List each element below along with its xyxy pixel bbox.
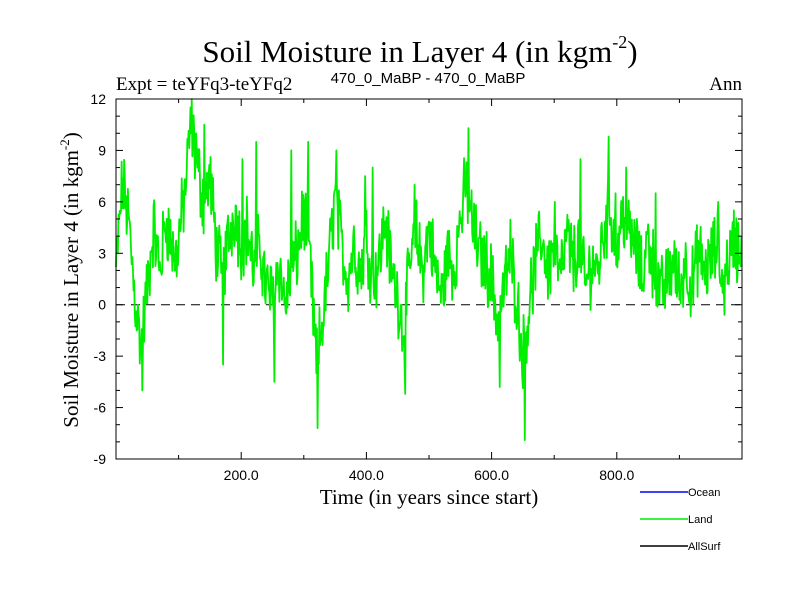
legend-item-land-label: Land <box>688 514 712 526</box>
y-tick-label: 0 <box>98 297 106 313</box>
y-axis-label: Soil Moisture in Layer 4 (in kgm-2) <box>57 132 83 427</box>
plot-frame <box>115 98 743 460</box>
x-tick-label: 200.0 <box>224 467 259 483</box>
y-tick-label: 12 <box>90 91 106 107</box>
series-layer <box>115 98 743 442</box>
y-tick-label: -3 <box>94 348 107 364</box>
chart-title-group: Soil Moisture in Layer 4 (in kgm-2) <box>202 32 637 69</box>
subtitle-period: 470_0_MaBP - 470_0_MaBP <box>331 70 526 87</box>
x-tick-label: 600.0 <box>474 467 509 483</box>
y-axis-label-superscript: -2 <box>57 139 72 150</box>
x-tick-label: 800.0 <box>599 467 634 483</box>
y-tick-label: -9 <box>94 451 107 467</box>
legend-item-allsurf-label: AllSurf <box>688 541 721 553</box>
y-axis-label-group: Soil Moisture in Layer 4 (in kgm-2) <box>57 132 83 427</box>
y-tick-label: 3 <box>98 245 106 261</box>
legend-item-ocean: Ocean <box>640 487 720 499</box>
y-axis-label-close: ) <box>59 132 83 139</box>
chart-title: Soil Moisture in Layer 4 (in kgm-2) <box>202 32 637 69</box>
ticks-layer: -9 -6 -3 0 3 6 9 12 200.0 400.0 600.0 800.0 <box>90 91 742 483</box>
y-axis-label-main: Soil Moisture in Layer 4 (in kgm <box>59 150 83 428</box>
series-line-land <box>115 98 743 442</box>
chart-title-main: Soil Moisture in Layer 4 (in kgm <box>202 34 612 69</box>
legend-item-land: Land <box>640 514 712 526</box>
legend: Ocean Land AllSurf <box>640 487 721 553</box>
x-tick-label: 400.0 <box>349 467 384 483</box>
subtitle-experiment: Expt = teYFq3-teYFq2 <box>116 74 292 95</box>
y-tick-label: 6 <box>98 194 106 210</box>
subtitle-season: Ann <box>709 74 742 95</box>
y-tick-label: 9 <box>98 142 106 158</box>
chart-title-close: ) <box>627 34 637 69</box>
legend-item-allsurf: AllSurf <box>640 541 721 553</box>
chart-title-superscript: -2 <box>612 32 627 52</box>
y-tick-label: -6 <box>94 400 107 416</box>
x-axis-label: Time (in years since start) <box>320 485 539 509</box>
legend-item-ocean-label: Ocean <box>688 487 720 499</box>
